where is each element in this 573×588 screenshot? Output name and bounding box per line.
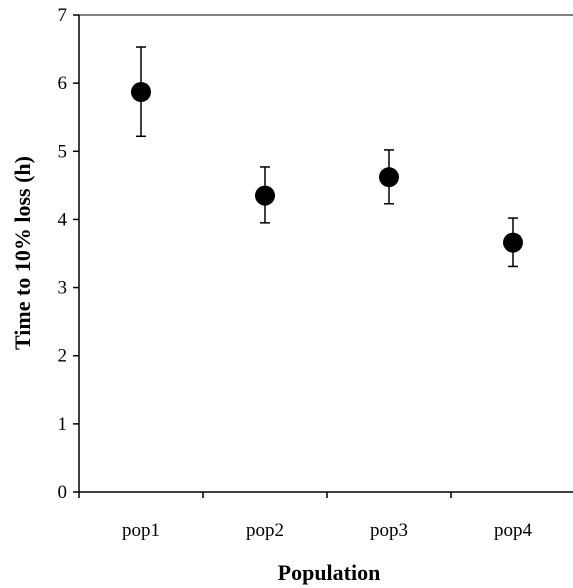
data-point — [255, 185, 275, 206]
x-tick-label: pop1 — [122, 520, 160, 541]
data-point — [503, 232, 523, 253]
y-tick-label: 5 — [58, 141, 68, 162]
y-tick-label: 2 — [58, 346, 68, 367]
x-tick-label: pop3 — [370, 520, 408, 541]
data-marks — [131, 46, 523, 268]
y-tick-label: 7 — [58, 5, 68, 26]
plot-frame — [78, 14, 573, 493]
x-tick-label: pop2 — [246, 520, 284, 541]
data-point — [131, 82, 151, 103]
data-point — [379, 167, 399, 188]
y-ticks: 0 1 2 3 4 5 6 7 — [58, 5, 79, 503]
y-tick-label: 6 — [58, 73, 68, 94]
y-tick-label: 3 — [58, 278, 68, 299]
y-tick-label: 1 — [58, 414, 68, 435]
x-axis-title: Population — [278, 560, 381, 585]
x-ticks: pop1 pop2 pop3 pop4 — [78, 492, 533, 541]
y-axis-title: Time to 10% loss (h) — [10, 156, 35, 350]
y-tick-label: 0 — [58, 482, 68, 503]
x-tick-label: pop4 — [494, 520, 533, 541]
y-tick-label: 4 — [58, 209, 68, 230]
